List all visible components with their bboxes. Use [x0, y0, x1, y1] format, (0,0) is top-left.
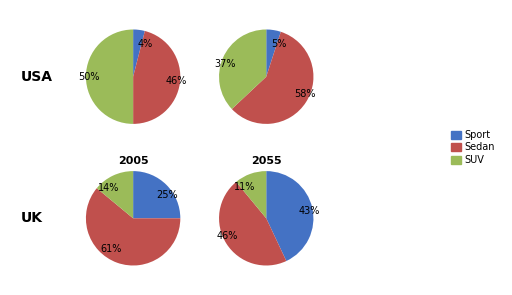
Text: 14%: 14%	[98, 183, 119, 194]
Text: 2055: 2055	[251, 156, 282, 166]
Wedge shape	[86, 30, 133, 124]
Legend: Sport, Sedan, SUV: Sport, Sedan, SUV	[449, 128, 497, 167]
Text: 4%: 4%	[137, 39, 153, 49]
Text: 2005: 2005	[118, 156, 148, 166]
Wedge shape	[266, 171, 313, 261]
Text: 46%: 46%	[166, 76, 187, 86]
Wedge shape	[97, 171, 133, 218]
Wedge shape	[86, 188, 180, 266]
Text: 37%: 37%	[215, 59, 236, 68]
Text: UK: UK	[20, 211, 42, 225]
Text: 46%: 46%	[217, 231, 239, 241]
Wedge shape	[266, 30, 281, 77]
Text: 25%: 25%	[157, 190, 178, 200]
Wedge shape	[219, 182, 286, 266]
Wedge shape	[133, 171, 180, 218]
Wedge shape	[133, 31, 180, 124]
Text: 61%: 61%	[100, 244, 122, 254]
Text: 43%: 43%	[298, 206, 320, 216]
Text: 58%: 58%	[294, 89, 315, 99]
Text: 5%: 5%	[271, 39, 287, 49]
Wedge shape	[133, 30, 145, 77]
Wedge shape	[236, 171, 266, 218]
Text: 11%: 11%	[233, 182, 255, 192]
Text: 50%: 50%	[78, 72, 100, 82]
Wedge shape	[219, 30, 266, 109]
Text: USA: USA	[20, 70, 53, 84]
Wedge shape	[232, 32, 313, 124]
